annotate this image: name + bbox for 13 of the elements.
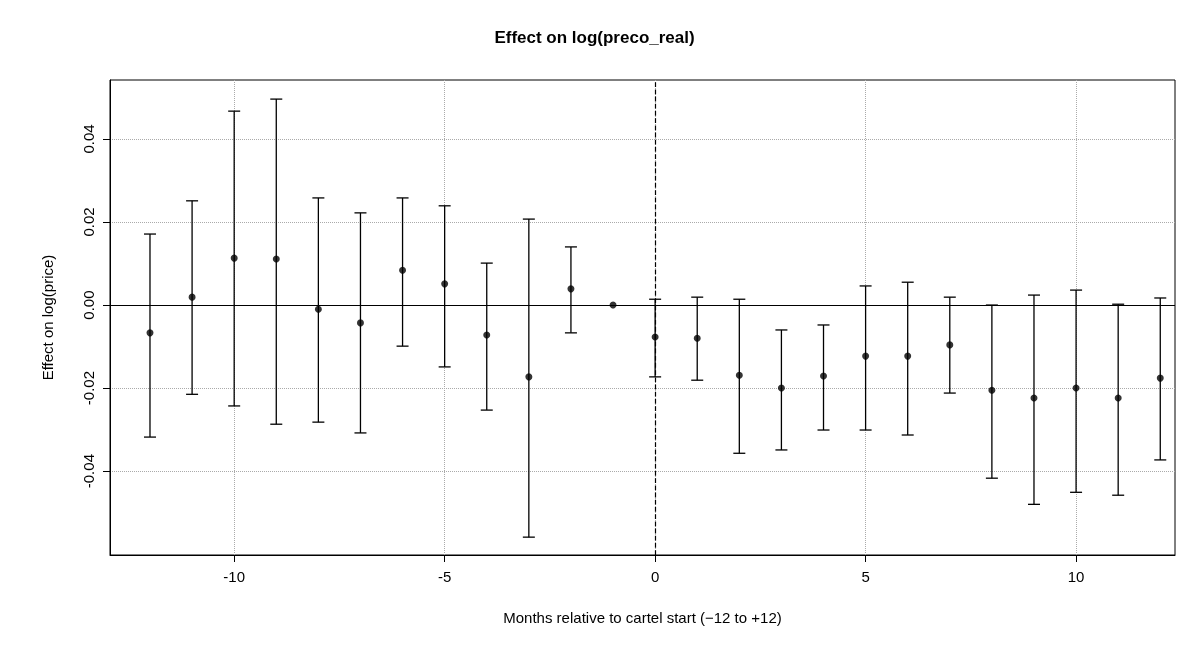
y-tick-label: 0.02 xyxy=(80,207,97,237)
x-tick-label: -10 xyxy=(223,568,246,585)
x-tick-label: -5 xyxy=(437,568,452,585)
y-tick-label: 0.04 xyxy=(80,124,97,154)
x-tick-label: 5 xyxy=(861,568,870,585)
y-tick-label: 0.00 xyxy=(80,290,97,320)
y-tick-label: -0.02 xyxy=(80,370,97,406)
chart-title: Effect on log(preco_real) xyxy=(494,28,695,47)
y-axis-title: Effect on log(price) xyxy=(39,254,56,381)
x-tick-label: 0 xyxy=(650,568,660,585)
x-axis-title: Months relative to cartel start (−12 to +12) xyxy=(503,609,782,626)
y-tick-label: -0.04 xyxy=(80,454,97,489)
x-tick-label: 10 xyxy=(1067,568,1085,585)
